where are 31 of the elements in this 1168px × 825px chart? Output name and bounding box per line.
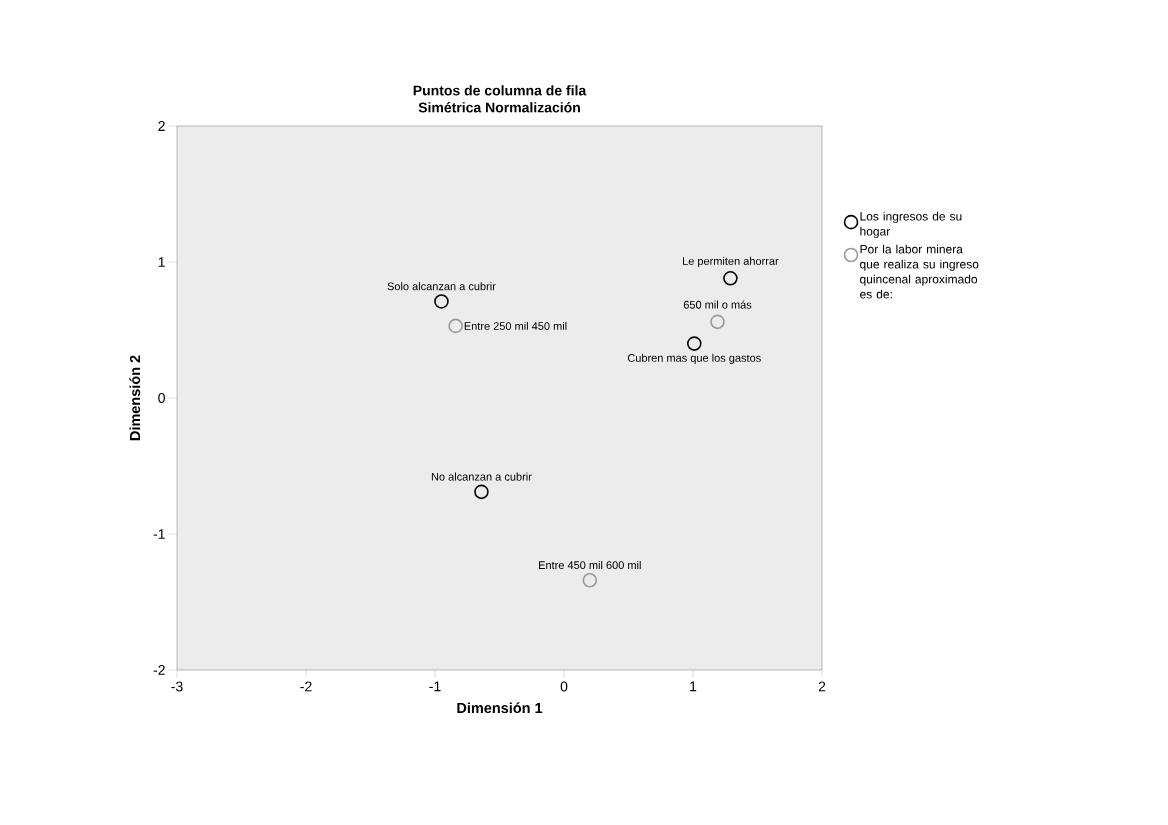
point xyxy=(434,294,449,309)
x-tick-label: -3 xyxy=(171,681,183,692)
annotation: Solo alcanzan a cubrir xyxy=(387,282,496,291)
legend-label: Los ingresos de su hogar xyxy=(860,211,962,238)
point xyxy=(710,314,725,330)
chart-title: Puntos de columna de fila xyxy=(413,85,587,96)
x-tick-label: -1 xyxy=(429,681,441,692)
point xyxy=(686,336,702,351)
legend-label: Por la labor minera que realiza su ingreso quincenal aproximado es de: xyxy=(860,244,979,299)
point xyxy=(448,318,463,334)
point xyxy=(474,484,489,500)
y-tick-label: -2 xyxy=(153,665,165,675)
point xyxy=(582,572,598,588)
point xyxy=(723,271,738,286)
annotation: Cubren mas que los gastos xyxy=(627,353,761,365)
x-tick-label: -2 xyxy=(300,681,312,692)
y-tick-label: 0 xyxy=(158,393,165,403)
x-tick-label: 0 xyxy=(560,681,568,692)
annotation: No alcanzan a cubrir xyxy=(431,472,532,481)
x-axis-title: Dimensión 1 xyxy=(457,702,543,714)
y-tick-label: 2 xyxy=(158,121,165,131)
x-tick-label: 1 xyxy=(690,681,697,692)
y-axis-title: Dimensión 2 xyxy=(129,355,141,441)
annotation: Le permiten ahorrar xyxy=(683,256,779,268)
y-tick-label: 1 xyxy=(158,257,165,267)
y-tick-label: -1 xyxy=(153,529,165,539)
x-tick-label: 2 xyxy=(818,681,826,692)
annotation: Entre 450 mil 600 mil xyxy=(539,560,641,570)
chart-subtitle: Simétrica Normalización xyxy=(418,102,580,113)
annotation: 650 mil o más xyxy=(683,300,752,309)
annotation: Entre 250 mil 450 mil xyxy=(464,321,567,330)
